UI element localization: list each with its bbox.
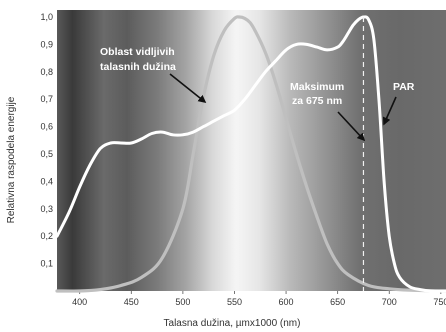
x-tick-label: 600 (279, 297, 294, 307)
visible-label-line-1: Oblast vidljivih (100, 46, 175, 58)
y-axis-ticks: 0,1 0,2 0,3 0,4 0,5 0,6 0,7 0,8 0,9 1,0 (40, 12, 53, 269)
y-tick-label: 0,2 (40, 231, 53, 241)
y-tick-label: 0,7 (40, 94, 53, 104)
max-label-arrow (337, 111, 366, 142)
maximum-annotation: Maksimum za 675 nm (290, 81, 366, 142)
max-label-line-2: za 675 nm (292, 95, 342, 107)
par-label: PAR (393, 81, 415, 93)
y-axis-title: Relativna raspodela energije (6, 96, 17, 223)
x-tick-label: 700 (382, 297, 397, 307)
visible-range-annotation: Oblast vidljivih talasnih dužina (100, 46, 207, 103)
x-axis-title: Talasna dužina, µmx1000 (nm) (164, 318, 301, 329)
x-axis-ticks: 400 450 500 550 600 650 700 750 (72, 291, 446, 307)
y-tick-label: 0,5 (40, 149, 53, 159)
visible-label-line-2: talasnih dužina (100, 61, 176, 73)
y-tick-label: 0,4 (40, 176, 53, 186)
y-tick-label: 0,8 (40, 67, 53, 77)
x-tick-label: 500 (175, 297, 190, 307)
y-tick-label: 0,3 (40, 204, 53, 214)
series-line-par (55, 15, 446, 293)
y-tick-label: 1,0 (40, 12, 53, 22)
x-tick-label: 650 (330, 297, 345, 307)
y-tick-label: 0,6 (40, 122, 53, 132)
x-tick-label: 450 (124, 297, 139, 307)
series-layer (55, 15, 446, 293)
x-tick-label: 400 (72, 297, 87, 307)
par-annotation: PAR (382, 81, 415, 126)
par-label-arrow (382, 96, 397, 126)
x-tick-label: 750 (433, 297, 446, 307)
series-line-visible (55, 15, 446, 293)
x-tick-label: 550 (227, 297, 242, 307)
y-tick-label: 0,1 (40, 259, 53, 269)
visible-label-arrow (169, 73, 207, 103)
y-tick-label: 0,9 (40, 39, 53, 49)
max-label-line-1: Maksimum (290, 81, 344, 93)
